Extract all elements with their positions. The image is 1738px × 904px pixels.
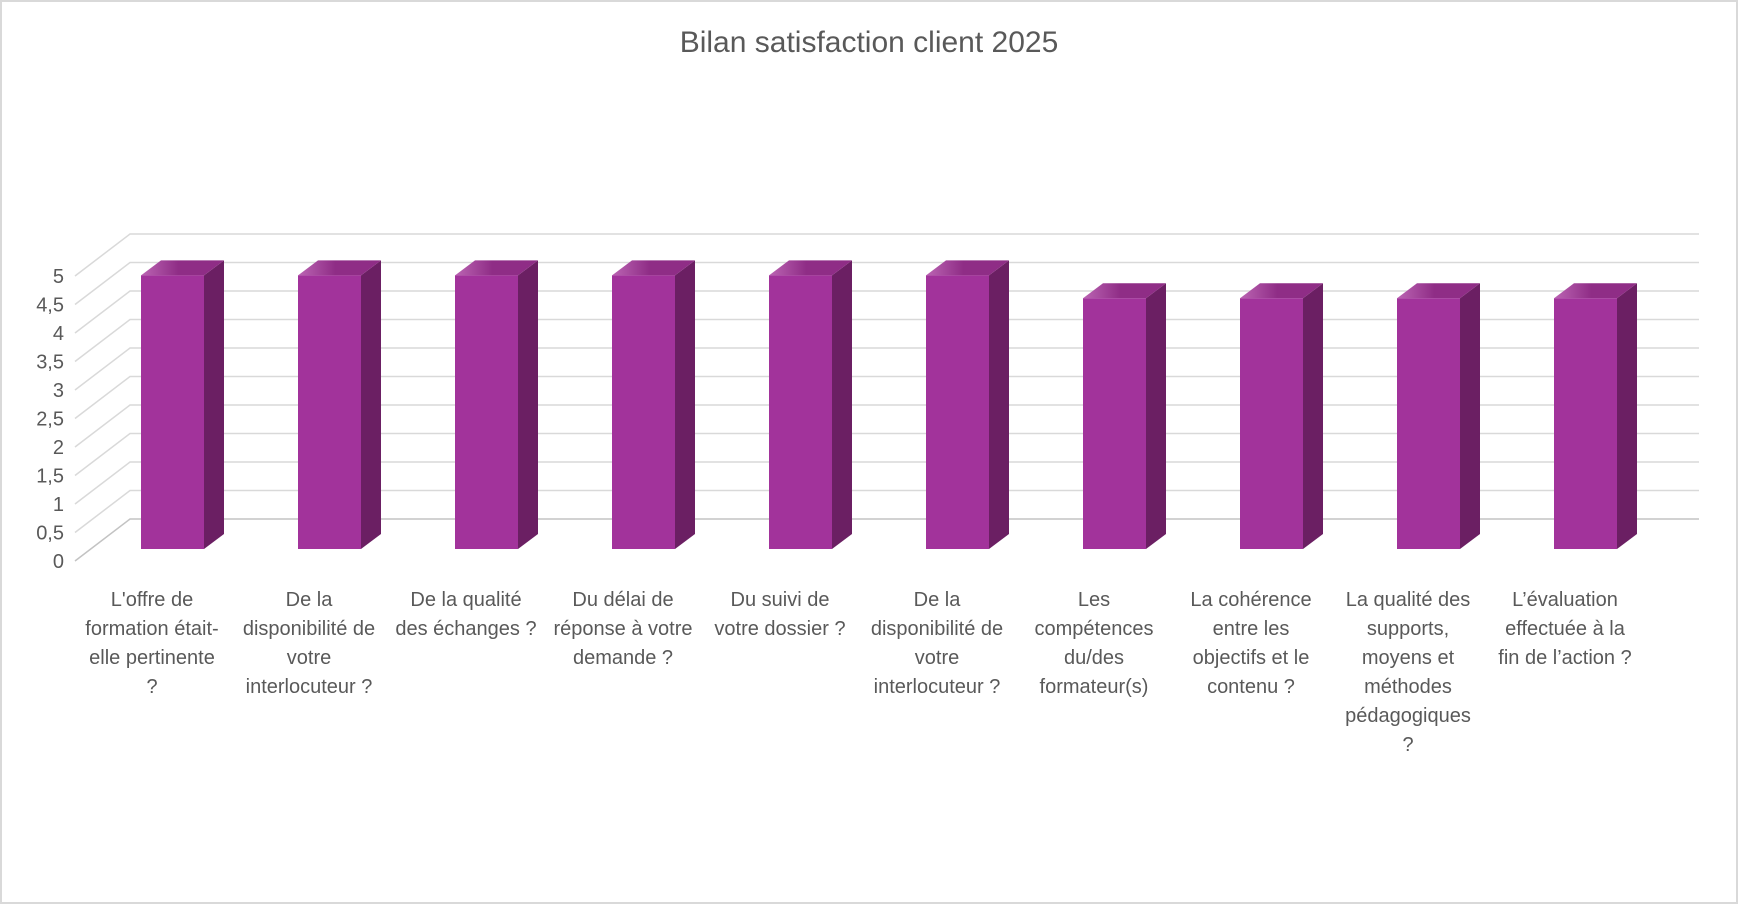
bar[interactable] (455, 260, 538, 549)
gridline (74, 404, 1699, 448)
bar-side-face (204, 260, 224, 549)
bar-top-face (1083, 283, 1166, 299)
y-tick-label: 1 (53, 494, 64, 516)
bar[interactable] (926, 260, 1009, 549)
bar[interactable] (769, 260, 852, 549)
y-tick-label: 4 (53, 323, 64, 345)
gridline (74, 233, 1699, 277)
gridline (74, 432, 1699, 477)
bar[interactable] (141, 260, 224, 549)
bar-side-face (1146, 283, 1166, 549)
bar-side-face (1303, 283, 1323, 549)
bar[interactable] (298, 260, 381, 549)
y-tick-label: 0 (53, 551, 64, 573)
bar-top-face (926, 260, 1009, 276)
bar-front-face (1554, 298, 1617, 549)
bar[interactable] (1083, 283, 1166, 549)
bar[interactable] (612, 260, 695, 549)
y-tick-label: 0,5 (36, 523, 64, 545)
bar-side-face (1617, 283, 1637, 549)
bar-front-face (1083, 298, 1146, 549)
y-tick-label: 3,5 (36, 352, 64, 374)
bar-front-face (612, 275, 675, 549)
x-axis-line (74, 518, 1699, 562)
y-tick-label: 4,5 (36, 295, 64, 317)
bar-front-face (1240, 298, 1303, 549)
bar-front-face (455, 275, 518, 549)
bar-top-face (612, 260, 695, 276)
bar-top-face (1554, 283, 1637, 299)
bar-side-face (518, 260, 538, 549)
bar-front-face (1397, 298, 1460, 549)
gridline (74, 375, 1699, 420)
bar-top-face (1397, 283, 1480, 299)
gridline (74, 318, 1699, 363)
y-tick-label: 2 (53, 437, 64, 459)
bar-front-face (298, 275, 361, 549)
bar[interactable] (1240, 283, 1323, 549)
bar-front-face (769, 275, 832, 549)
bar-front-face (926, 275, 989, 549)
gridline (74, 461, 1699, 505)
y-tick-label: 3 (53, 380, 64, 402)
bar-front-face (141, 275, 204, 549)
bar-top-face (769, 260, 852, 276)
gridline (74, 347, 1699, 391)
gridline (74, 489, 1699, 534)
bar-side-face (989, 260, 1009, 549)
bar[interactable] (1554, 283, 1637, 549)
bar-side-face (361, 260, 381, 549)
bar-side-face (675, 260, 695, 549)
y-tick-label: 5 (53, 266, 64, 288)
y-tick-label: 1,5 (36, 466, 64, 488)
bar-top-face (141, 260, 224, 276)
y-tick-label: 2,5 (36, 409, 64, 431)
bar-side-face (832, 260, 852, 549)
gridline (74, 261, 1699, 306)
bar-top-face (455, 260, 538, 276)
bar[interactable] (1397, 283, 1480, 549)
bar-top-face (1240, 283, 1323, 299)
gridline (74, 290, 1699, 334)
bar-side-face (1460, 283, 1480, 549)
chart-title: Bilan satisfaction client 2025 (679, 26, 1059, 59)
bar-top-face (298, 260, 381, 276)
